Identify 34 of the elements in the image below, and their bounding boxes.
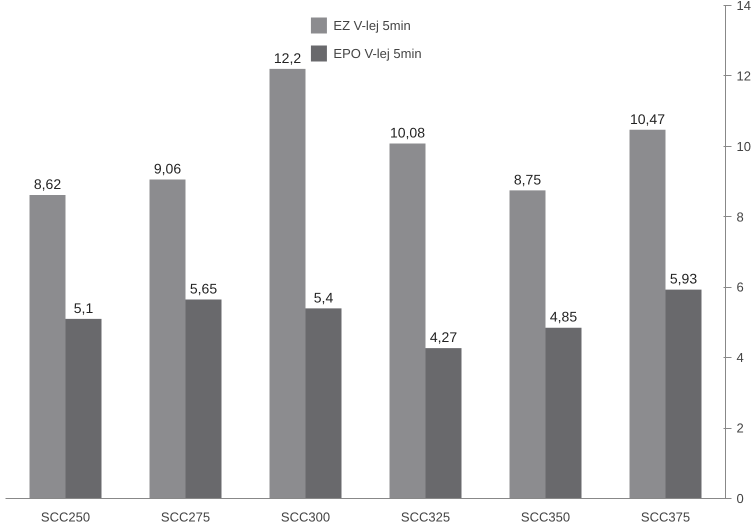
data-label: 4,85 [550,308,578,325]
bar [186,300,222,498]
data-label: 5,4 [314,289,334,306]
bar [666,290,702,498]
y-tick-label: 4 [736,350,744,366]
y-tick-label: 10 [736,138,751,154]
legend-label: EZ V-lej 5min [333,18,411,32]
bar [306,308,342,498]
x-tick-label: SCC300 [280,510,330,524]
data-label: 8,62 [34,176,62,192]
y-tick-label: 8 [736,209,744,224]
data-label: 5,65 [190,280,218,297]
data-label: 10,47 [630,110,666,127]
y-tick-label: 12 [736,68,751,84]
x-tick-label: SCC250 [40,510,90,524]
y-tick-label: 6 [736,280,744,295]
bar [546,328,582,498]
x-tick-label: SCC325 [400,510,450,524]
data-label: 10,08 [390,124,426,141]
x-tick-label: SCC350 [520,510,570,524]
legend-label: EPO V-lej 5min [333,46,422,60]
y-tick-label: 14 [736,0,751,13]
y-tick-label: 0 [736,491,744,506]
y-tick-label: 2 [736,420,744,436]
bar [426,348,462,498]
data-label: 8,75 [514,171,542,188]
data-label: 12,2 [274,50,302,66]
data-label: 9,06 [154,160,182,176]
data-label: 5,93 [670,270,698,287]
data-label: 4,27 [430,329,458,346]
bar [66,318,102,498]
x-tick-label: SCC375 [640,510,690,524]
data-label: 5,1 [74,300,94,316]
x-tick-label: SCC275 [160,510,210,524]
